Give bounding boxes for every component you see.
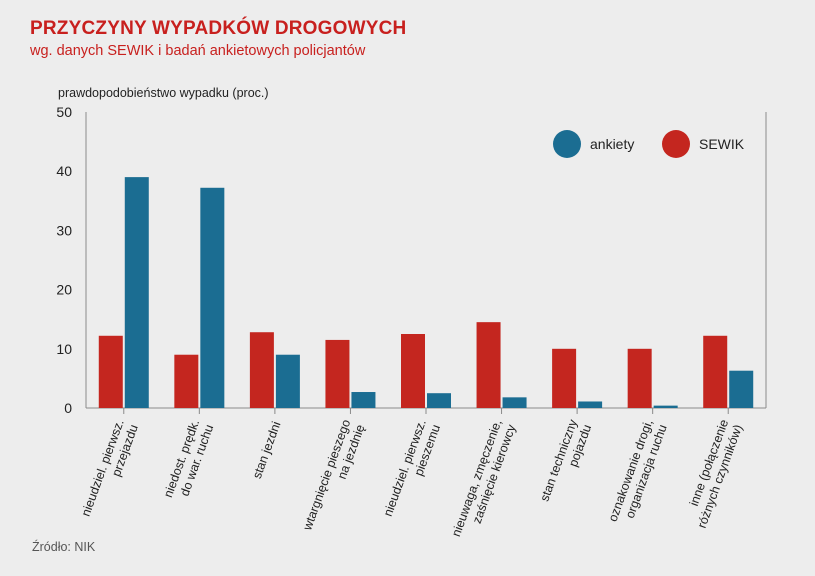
bar-ankiety <box>653 405 678 408</box>
x-tick-label: nieuwaga, zmęczenie,zaśnięcie kierowcy <box>449 417 519 544</box>
bar-ankiety <box>124 177 149 408</box>
bar-sewik <box>476 322 501 408</box>
legend-label-sewik: SEWIK <box>699 136 745 152</box>
x-tick-label: nieudziel. pierwsz.pieszemu <box>381 418 443 524</box>
y-tick-label: 20 <box>56 282 72 298</box>
bar-sewik <box>552 348 577 408</box>
bar-ankiety <box>351 392 376 408</box>
y-tick-label: 40 <box>56 163 72 179</box>
bar-ankiety <box>578 401 603 408</box>
x-tick-label: nieudziel. pierwsz.przejazdu <box>79 418 141 524</box>
bar-sewik <box>401 334 425 408</box>
legend-swatch-sewik <box>662 130 690 158</box>
x-tick-label: wtargnięcie pieszegona jezdnię <box>300 418 368 539</box>
bar-sewik <box>325 339 350 408</box>
legend-label-ankiety: ankiety <box>590 136 634 152</box>
y-tick-label: 10 <box>56 341 72 357</box>
bar-sewik <box>703 335 728 408</box>
x-tick-label: inne (połączenieróżnych czynników) <box>681 418 746 530</box>
y-tick-label: 0 <box>64 400 72 416</box>
bar-sewik <box>174 354 199 408</box>
x-tick-label: stan technicznypojazdu <box>537 417 594 509</box>
bar-ankiety <box>729 370 754 408</box>
bar-ankiety <box>427 393 451 408</box>
bar-ankiety <box>200 187 225 408</box>
bar-sewik <box>249 332 274 408</box>
y-tick-label: 30 <box>56 222 72 238</box>
y-tick-label: 50 <box>56 104 72 120</box>
bar-sewik <box>627 348 652 408</box>
x-tick-label: niedost. prędk.do war. ruchu <box>161 418 216 505</box>
x-tick-label: oznakowanie drogi,organizacja ruchu <box>606 418 670 529</box>
legend-swatch-ankiety <box>553 130 581 158</box>
bar-ankiety <box>502 397 527 408</box>
bar-sewik <box>98 335 123 408</box>
x-tick-label: stan jezdni <box>250 420 284 481</box>
source-note: Źródło: NIK <box>32 540 96 554</box>
y-axis-label: prawdopodobieństwo wypadku (proc.) <box>58 86 269 100</box>
bar-ankiety <box>275 354 300 408</box>
chart-subtitle: wg. danych SEWIK i badań ankietowych pol… <box>30 43 366 59</box>
chart-title: PRZYCZYNY WYPADKÓW DROGOWYCH <box>30 18 407 39</box>
